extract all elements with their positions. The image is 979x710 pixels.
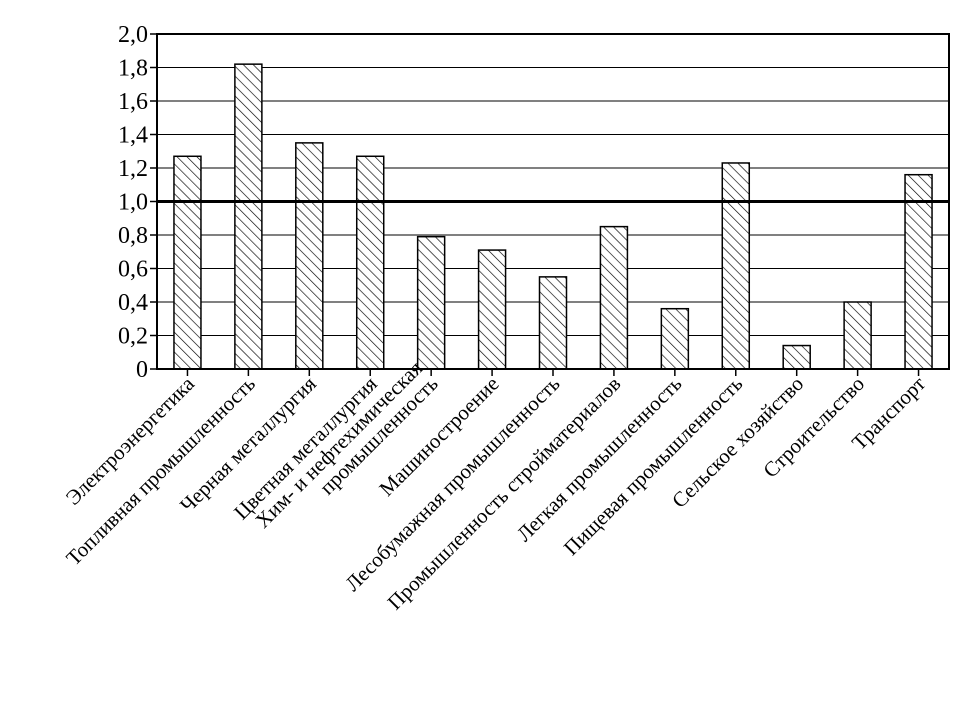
bar xyxy=(843,301,872,370)
bar xyxy=(355,155,385,370)
y-tick-label: 0,2 xyxy=(118,324,148,350)
bar xyxy=(538,276,568,370)
bar xyxy=(234,63,263,370)
y-tick-label: 0,6 xyxy=(118,257,148,283)
y-tick-label: 1,4 xyxy=(118,123,148,149)
y-tick-label: 1,8 xyxy=(118,56,148,82)
bar xyxy=(660,307,690,370)
y-tick-label: 0,4 xyxy=(118,290,148,316)
bar xyxy=(477,249,507,370)
bar xyxy=(721,162,751,370)
y-axis-ticks: 0 0,2 0,4 0,6 0,8 1,0 1,2 1,4 1,6 1,8 2,0 xyxy=(118,22,157,383)
y-tick-label: 1,6 xyxy=(118,89,148,115)
y-tick-label: 0,8 xyxy=(118,223,148,249)
bar xyxy=(782,344,811,370)
bar xyxy=(904,173,933,370)
y-tick-label: 2,0 xyxy=(118,22,148,48)
bar-series xyxy=(173,63,933,370)
bar xyxy=(173,155,202,370)
y-tick-label: 0 xyxy=(136,357,148,383)
bar xyxy=(599,225,629,370)
x-category-label-line: Хим- и нефтехимическая xyxy=(250,356,427,533)
y-tick-label: 1,0 xyxy=(118,190,148,216)
bar xyxy=(295,142,324,370)
y-tick-label: 1,2 xyxy=(118,156,148,182)
bar xyxy=(416,235,446,370)
